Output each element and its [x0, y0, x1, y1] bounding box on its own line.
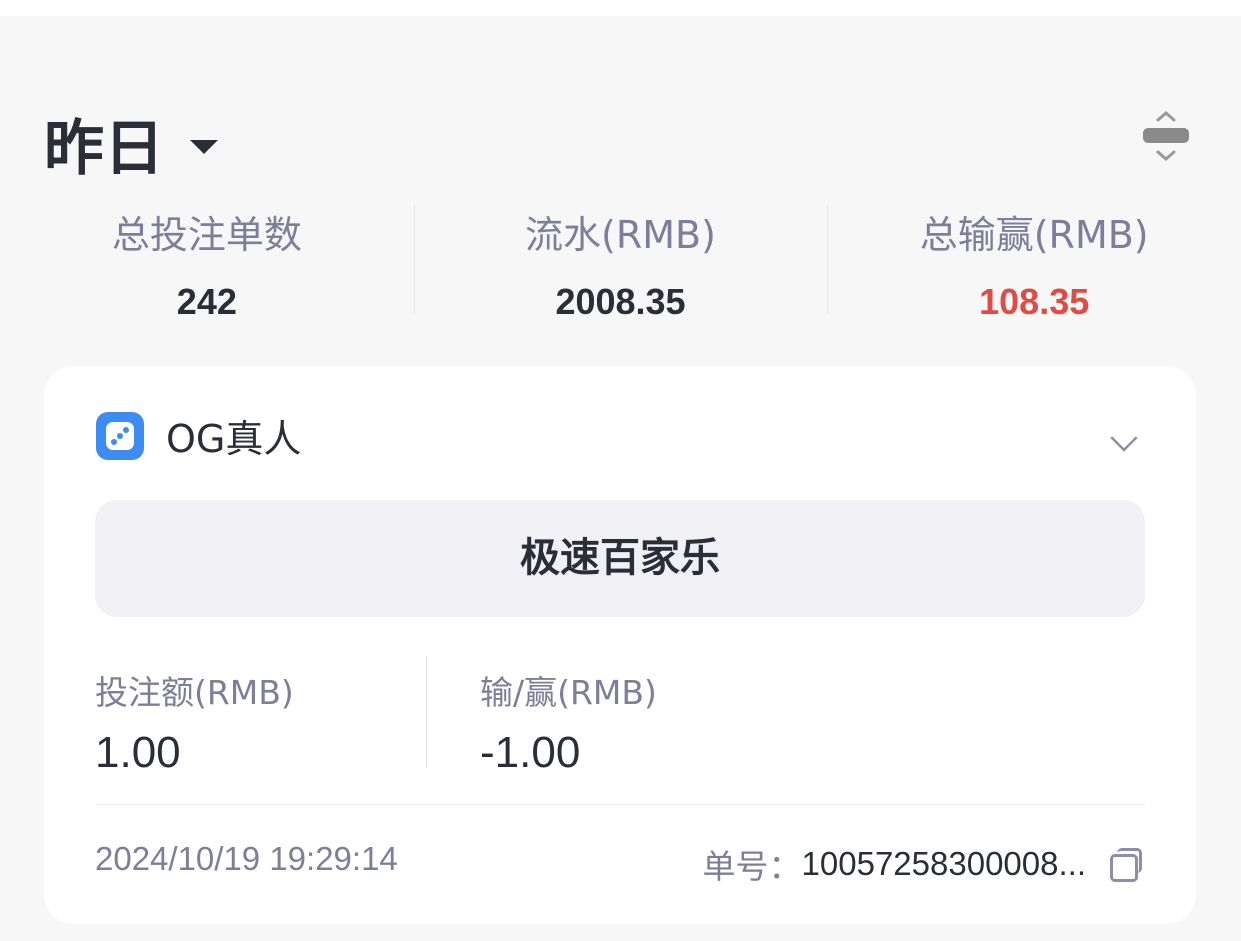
divider — [426, 656, 427, 768]
provider-name: OG真人 — [166, 417, 302, 461]
period-label: 昨日 — [44, 114, 164, 184]
stat-value: 242 — [176, 281, 237, 322]
win-label: 输/赢(RMB) — [480, 673, 657, 712]
provider-header: OG真人 — [96, 408, 301, 463]
caret-down-icon — [190, 139, 218, 154]
period-selector[interactable]: 昨日 — [44, 100, 218, 187]
bet-record-card[interactable]: OG真人 极速百家乐 投注额(RMB) 1.00 输/赢(RMB) -1.00 … — [44, 366, 1196, 924]
stat-value: 108.35 — [979, 281, 1090, 322]
order-value: 10057258300008... — [801, 845, 1086, 882]
bet-time: 2024/10/19 19:29:14 — [95, 840, 398, 877]
expand-collapse-icon[interactable] — [1140, 108, 1192, 164]
summary-stats: 总投注单数 242 流水(RMB) 2008.35 总输赢(RMB) 108.3… — [0, 205, 1241, 323]
game-name: 极速百家乐 — [95, 500, 1145, 617]
stat-total-bets: 总投注单数 242 — [0, 205, 414, 323]
order-number: 单号： 10057258300008... — [703, 840, 1142, 888]
win-loss: 输/赢(RMB) -1.00 — [480, 666, 657, 778]
stat-total-winloss: 总输赢(RMB) 108.35 — [827, 205, 1241, 323]
status-bar — [0, 0, 1241, 16]
stat-label: 总投注单数 — [111, 213, 302, 257]
bet-amount: 投注额(RMB) 1.00 — [95, 666, 294, 778]
dice-icon — [96, 411, 144, 460]
divider — [95, 804, 1145, 805]
win-value: -1.00 — [480, 728, 581, 777]
order-label: 单号： — [702, 847, 802, 886]
stat-label: 总输赢(RMB) — [919, 213, 1149, 257]
stat-value: 2008.35 — [555, 281, 686, 322]
chevron-down-icon[interactable] — [1110, 424, 1138, 452]
stat-turnover: 流水(RMB) 2008.35 — [413, 205, 828, 323]
copy-icon[interactable] — [1110, 848, 1142, 882]
bet-label: 投注额(RMB) — [95, 673, 294, 712]
bet-value: 1.00 — [95, 728, 181, 777]
stat-label: 流水(RMB) — [525, 213, 716, 257]
